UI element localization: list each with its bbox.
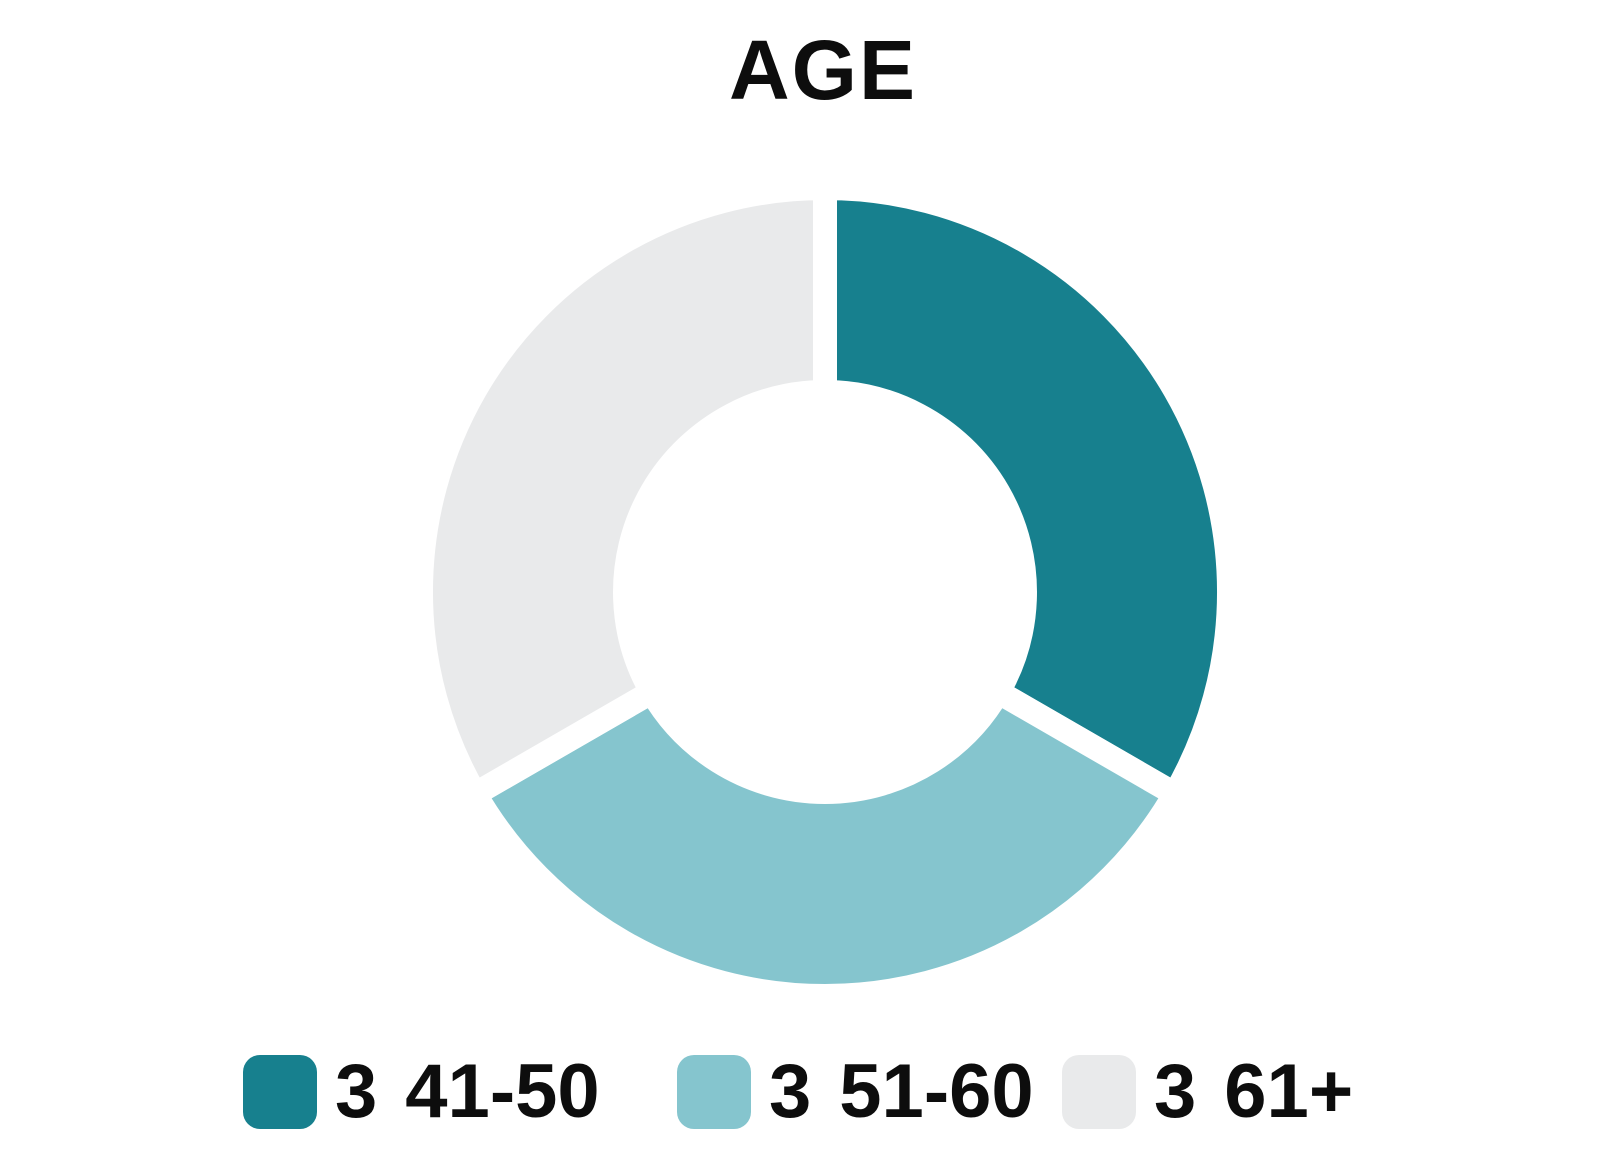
legend-value: 3	[769, 1049, 812, 1134]
legend-value: 3	[335, 1049, 378, 1134]
legend-label: 61+	[1224, 1049, 1354, 1134]
chart-title: AGE	[728, 23, 918, 117]
donut-slice-41-50[interactable]	[813, 175, 1242, 811]
legend-label: 41-50	[405, 1049, 600, 1134]
donut-slice-51-60[interactable]	[458, 675, 1192, 1008]
donut-slice-61+[interactable]	[408, 175, 837, 811]
legend-item-61plus[interactable]: 3 61+	[1062, 1054, 1353, 1130]
legend-value: 3	[1154, 1049, 1197, 1134]
legend-swatch-51-60[interactable]	[677, 1055, 751, 1129]
legend-label: 51-60	[839, 1049, 1034, 1134]
legend-swatch-41-50[interactable]	[243, 1055, 317, 1129]
legend-item-51-60[interactable]: 3 51-60	[677, 1054, 1034, 1130]
legend-item-41-50[interactable]: 3 41-50	[243, 1054, 600, 1130]
legend-swatch-61plus[interactable]	[1062, 1055, 1136, 1129]
